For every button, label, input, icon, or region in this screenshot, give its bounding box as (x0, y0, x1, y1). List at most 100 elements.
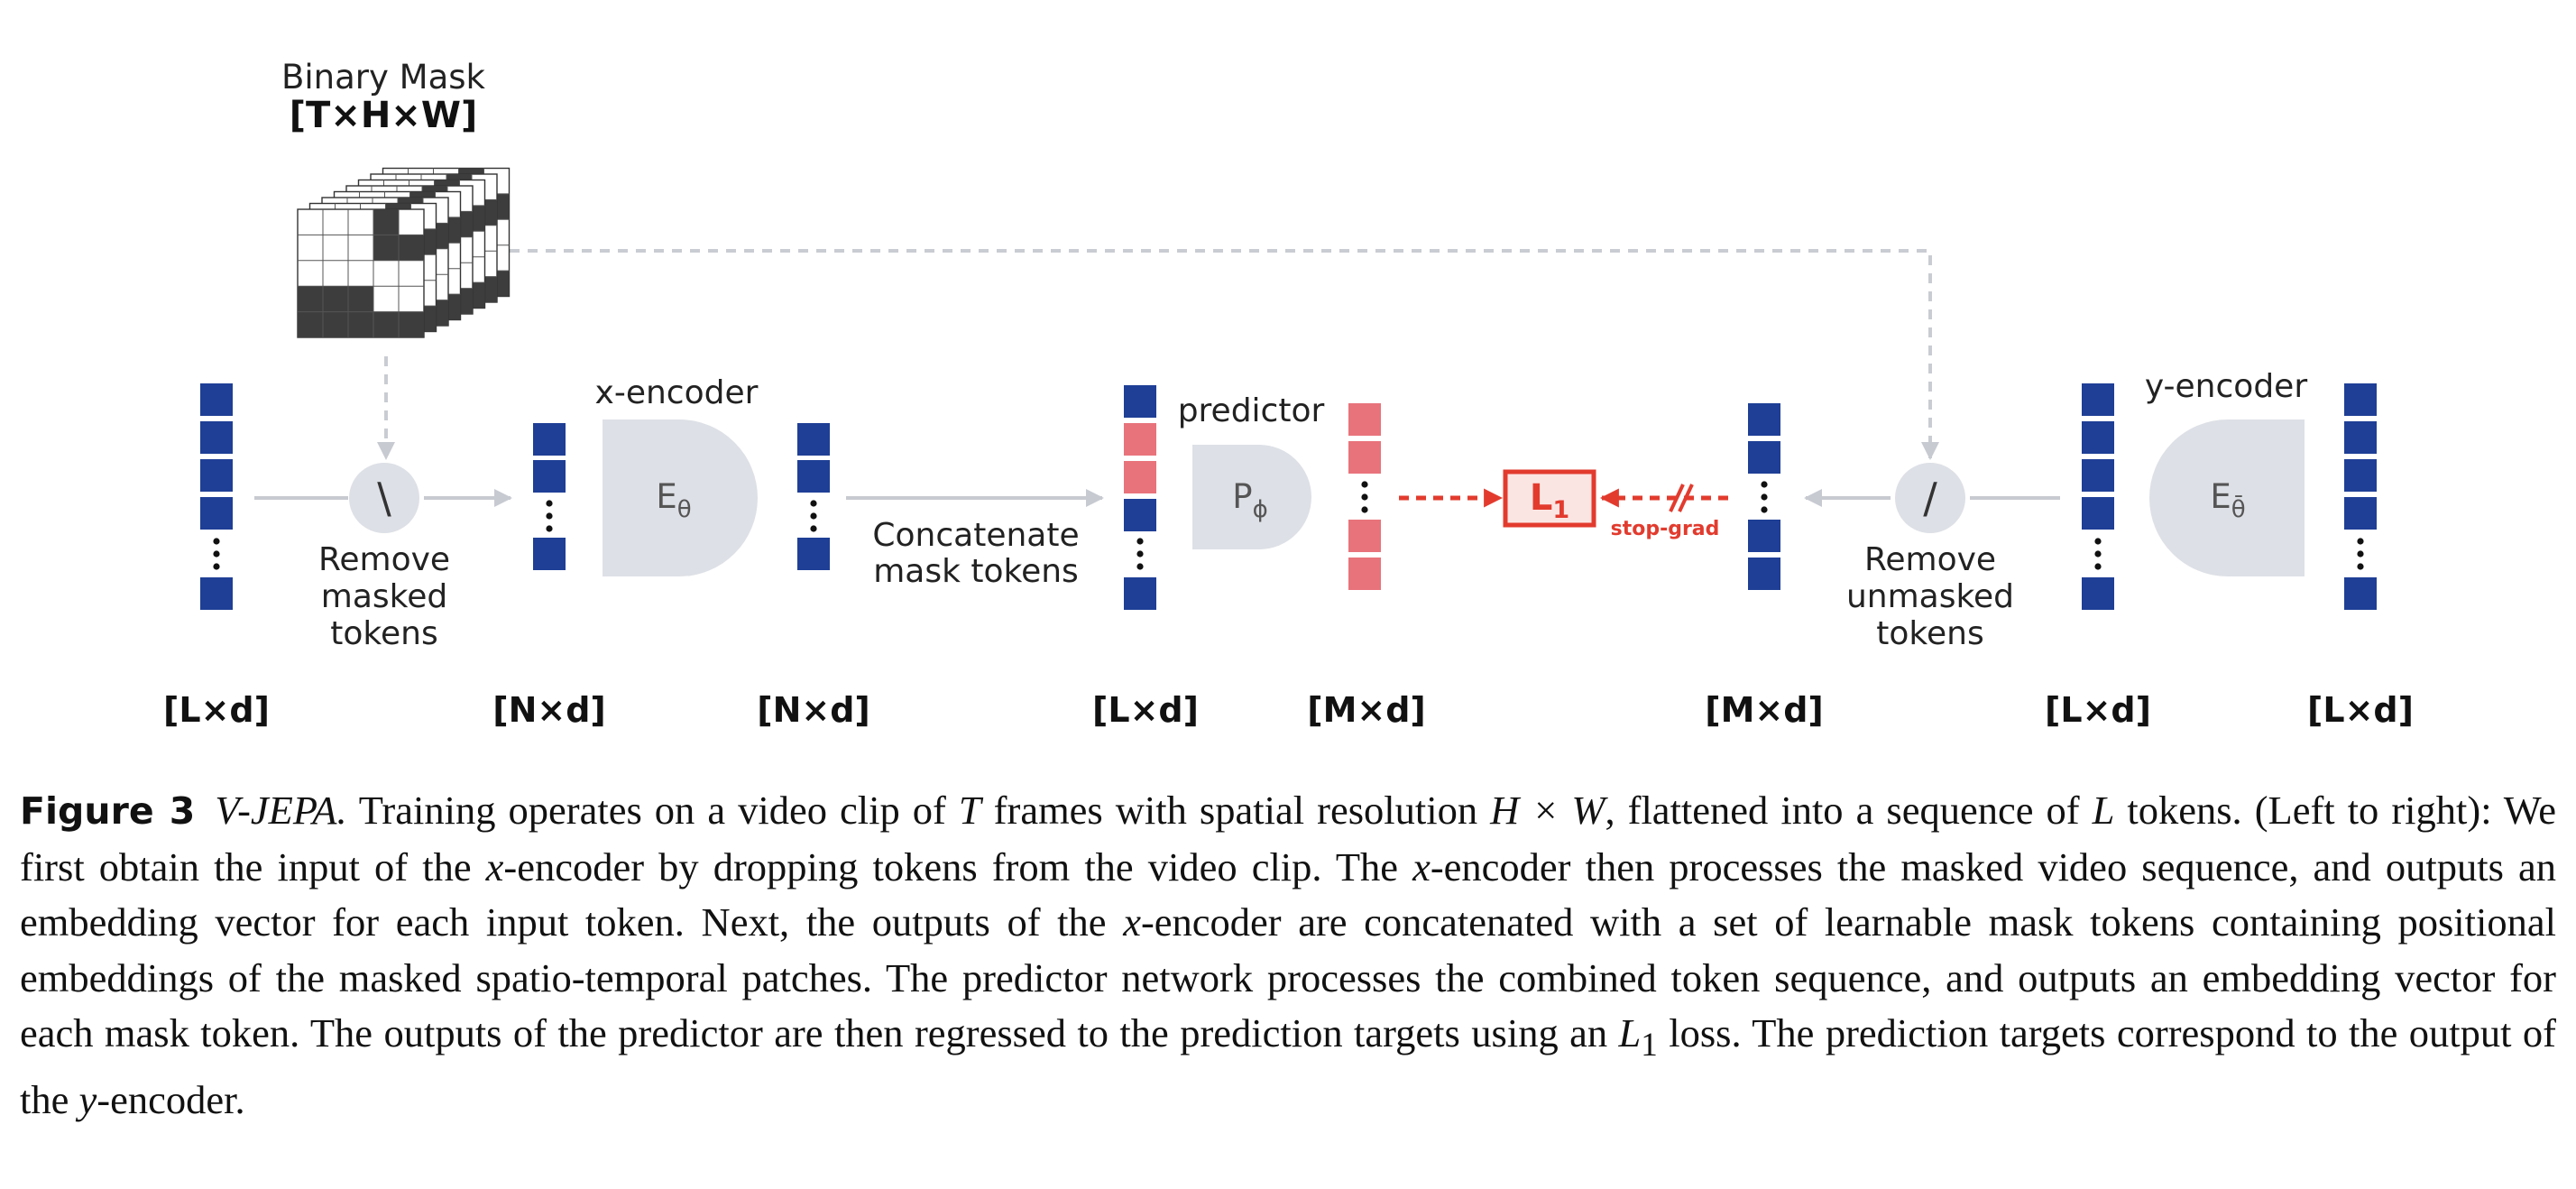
shape-labels: [L×d] [N×d] [N×d] [L×d] [M×d] [M×d] [L×d… (163, 690, 2414, 730)
remove-unmasked-line-1: Remove (1864, 541, 1996, 578)
binary-mask-title: Binary Mask (281, 58, 486, 97)
mask-token (1124, 423, 1156, 456)
y-encoder-symbol: E (2210, 477, 2231, 516)
binary-mask-cube (297, 167, 511, 338)
ellipsis-dot (2357, 538, 2364, 545)
ellipsis-dot (213, 538, 220, 545)
caption-text-4: , flattened into a sequence of (1605, 788, 2093, 833)
ellipsis-dot (546, 512, 553, 520)
mask-token (1348, 441, 1381, 474)
ellipsis-dot (1761, 506, 1768, 513)
token-stack-targets (1748, 403, 1780, 590)
predictor-title: predictor (1178, 392, 1325, 429)
remove-unmasked-symbol: / (1923, 474, 1937, 522)
caption-text-8: -encoder by dropping tokens from the vid… (503, 843, 1413, 889)
remove-unmasked-op: / Remove unmasked tokens (1846, 463, 2014, 652)
ellipsis-dot (1136, 538, 1144, 545)
l1-loss-box: L1 (1503, 469, 1596, 528)
mask-token (1124, 461, 1156, 493)
caption-math-hw: H × W (1490, 788, 1605, 833)
token (797, 538, 830, 570)
stop-grad-label: stop-grad (1611, 518, 1720, 540)
remove-masked-line-2: masked (321, 578, 447, 615)
token (2082, 497, 2114, 530)
ellipsis-dot (810, 512, 817, 520)
svg-text:Eθ̄: Eθ̄ (2210, 477, 2245, 523)
token (2344, 383, 2377, 416)
token-stack-predictor-input (1124, 385, 1156, 610)
ellipsis-dot (546, 525, 553, 532)
token (2082, 383, 2114, 416)
caption-text-2: frames with spatial resolution (980, 788, 1491, 833)
remove-masked-line-3: tokens (330, 615, 437, 652)
token (533, 460, 566, 493)
ellipsis-dot (213, 550, 220, 558)
caption-text-15: loss. The prediction targets correspond … (20, 1010, 2557, 1123)
ellipsis-dot (810, 500, 817, 507)
caption-text-12: -encoder are concatenated with a set of … (20, 899, 2556, 1055)
shape-label-y-encoder-output: [L×d] (2307, 690, 2414, 730)
token (1748, 558, 1780, 590)
y-encoder-title: y-encoder (2145, 368, 2307, 405)
shape-label-x-encoder-output: [N×d] (757, 690, 870, 730)
caption-text-10: -encoder then processes the masked video… (20, 843, 2556, 945)
ellipsis-dot (1136, 563, 1144, 570)
x-encoder-module: x-encoder Eθ (595, 374, 759, 576)
token-stack-y-encoder-output (2344, 383, 2377, 610)
predictor-subscript: ϕ (1253, 496, 1268, 523)
token-stack-predictor-output (1348, 403, 1381, 590)
token (533, 538, 566, 570)
shape-label-targets: [M×d] (1705, 690, 1824, 730)
mask-token (1348, 520, 1381, 552)
loss-subscript: 1 (1552, 496, 1569, 524)
concatenate-line-2: mask tokens (873, 553, 1079, 590)
x-encoder-symbol: E (656, 477, 676, 516)
y-encoder-module: y-encoder Eθ̄ (2145, 368, 2307, 576)
ellipsis-dot (1361, 506, 1368, 513)
token (1748, 520, 1780, 552)
ellipsis-dot (2094, 563, 2102, 570)
caption-text-0: Training operates on a video clip of (346, 788, 959, 833)
token (2082, 421, 2114, 454)
token (200, 497, 233, 530)
shape-label-predictor-input: [L×d] (1092, 690, 1199, 730)
token-stack-y-encoder-input (2082, 383, 2114, 610)
ellipsis-dot (1361, 481, 1368, 488)
token (1124, 499, 1156, 531)
token (200, 577, 233, 610)
token (533, 423, 566, 456)
caption-math-l: L (2092, 788, 2115, 833)
shape-label-input: [L×d] (163, 690, 270, 730)
caption-text-6: tokens. (Left to right): We first obtain… (20, 788, 2556, 889)
token (2082, 577, 2114, 610)
remove-masked-op: \ Remove masked tokens (318, 463, 450, 652)
caption-math-l1-sub: 1 (1641, 1026, 1658, 1064)
caption-math-x-1: x (485, 843, 504, 889)
token-stack-x-encoder-output (797, 423, 830, 570)
caption-math-y: y (78, 1077, 97, 1123)
caption-text-17: -encoder. (97, 1077, 245, 1123)
shape-label-y-encoder-input: [L×d] (2045, 690, 2151, 730)
ellipsis-dot (546, 500, 553, 507)
token-stack-input (200, 383, 233, 610)
ellipsis-dot (810, 525, 817, 532)
concatenate-line-1: Concatenate (872, 517, 1079, 554)
caption-math-l1: L (1618, 1010, 1642, 1055)
shape-label-predictor-output: [M×d] (1307, 690, 1426, 730)
token (200, 421, 233, 454)
x-encoder-title: x-encoder (595, 374, 759, 411)
token (2344, 459, 2377, 492)
ellipsis-dot (1761, 481, 1768, 488)
token (797, 423, 830, 456)
token (2082, 459, 2114, 492)
token (1124, 577, 1156, 610)
token (200, 383, 233, 416)
loss-symbol: L (1530, 477, 1553, 519)
token-stacks (200, 383, 2377, 610)
figure-title: V-JEPA. (215, 788, 347, 833)
mask-token (1348, 558, 1381, 590)
token-stack-x-encoder-input (533, 423, 566, 570)
y-encoder-subscript: θ̄ (2231, 494, 2246, 523)
mask-token (1348, 403, 1381, 436)
binary-mask-dims: [T×H×W] (290, 95, 477, 136)
